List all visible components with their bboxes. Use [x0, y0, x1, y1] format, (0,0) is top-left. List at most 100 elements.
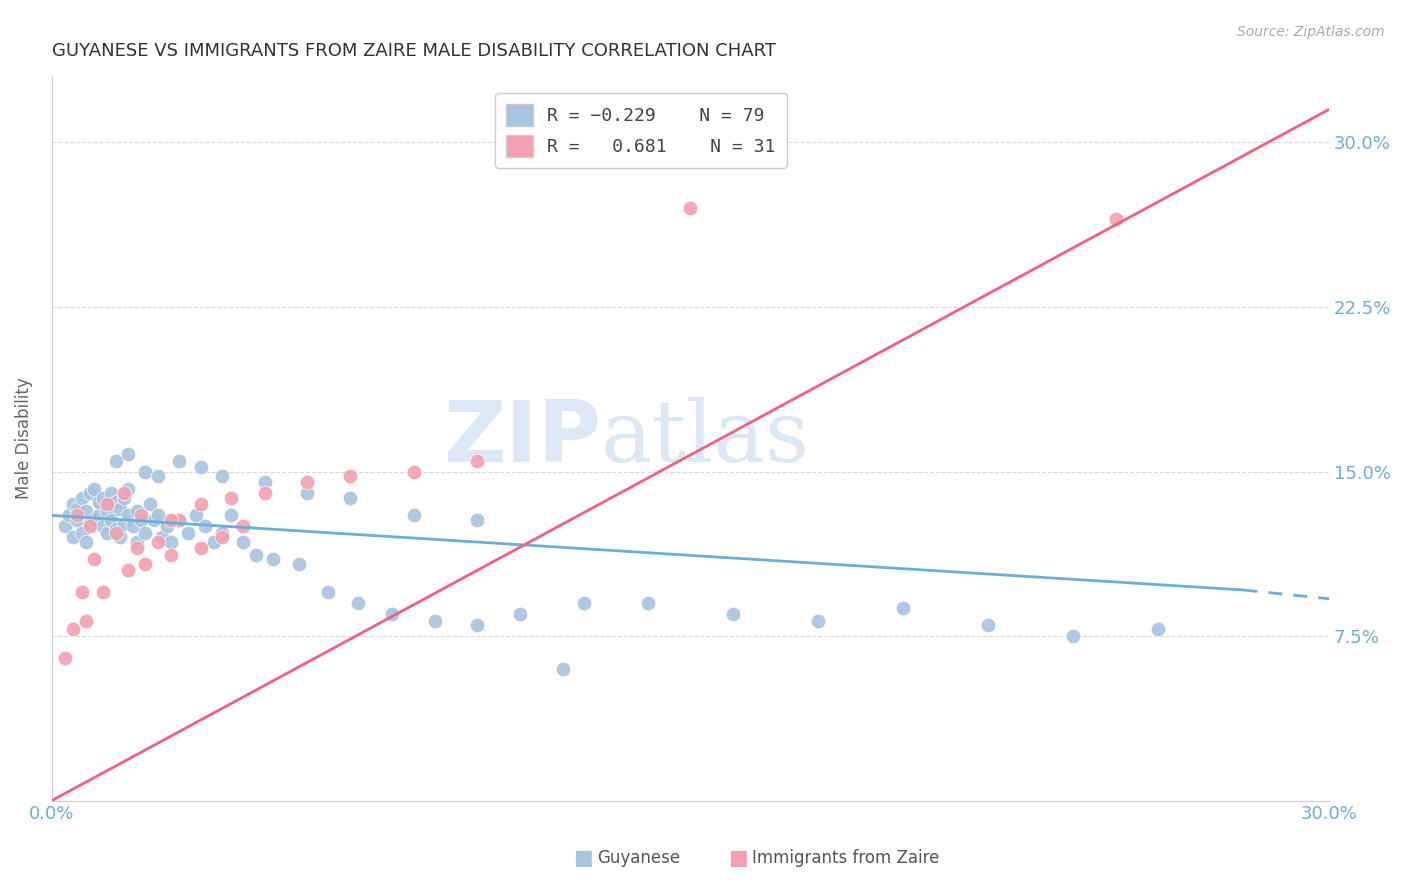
Point — [129, 513, 152, 527]
Point — [75, 504, 97, 518]
Point — [100, 486, 122, 500]
Point — [190, 498, 212, 512]
Point — [211, 530, 233, 544]
Point — [977, 618, 1000, 632]
Point — [245, 548, 267, 562]
Point — [339, 491, 361, 505]
Point — [104, 453, 127, 467]
Text: Source: ZipAtlas.com: Source: ZipAtlas.com — [1237, 25, 1385, 39]
Point — [108, 530, 131, 544]
Point — [211, 525, 233, 540]
Point — [509, 607, 531, 621]
Point — [117, 563, 139, 577]
Point — [104, 525, 127, 540]
Point — [125, 504, 148, 518]
Point — [125, 541, 148, 556]
Point — [96, 525, 118, 540]
Point — [79, 519, 101, 533]
Point — [91, 491, 114, 505]
Point — [160, 534, 183, 549]
Point — [551, 662, 574, 676]
Point — [121, 519, 143, 533]
Point — [125, 534, 148, 549]
Point — [467, 513, 489, 527]
Point — [160, 548, 183, 562]
Point — [112, 491, 135, 505]
Point — [339, 469, 361, 483]
Point — [262, 552, 284, 566]
Point — [1147, 623, 1170, 637]
Point — [402, 508, 425, 523]
Point — [83, 513, 105, 527]
Point — [62, 498, 84, 512]
Point — [467, 453, 489, 467]
Point — [211, 469, 233, 483]
Point — [318, 585, 340, 599]
Point — [83, 482, 105, 496]
Text: ■: ■ — [574, 848, 593, 868]
Point — [219, 491, 242, 505]
Point — [58, 508, 80, 523]
Point — [75, 534, 97, 549]
Point — [79, 486, 101, 500]
Point — [807, 614, 830, 628]
Point — [70, 585, 93, 599]
Point — [637, 596, 659, 610]
Point — [62, 530, 84, 544]
Point — [53, 651, 76, 665]
Point — [104, 522, 127, 536]
Point — [66, 508, 89, 523]
Point — [467, 618, 489, 632]
Point — [66, 501, 89, 516]
Point — [186, 508, 208, 523]
Point — [142, 513, 165, 527]
Point — [75, 614, 97, 628]
Point — [70, 525, 93, 540]
Point — [112, 517, 135, 532]
Point — [177, 525, 200, 540]
Point — [112, 486, 135, 500]
Point — [219, 508, 242, 523]
Point — [202, 534, 225, 549]
Point — [117, 447, 139, 461]
Point — [100, 513, 122, 527]
Text: Guyanese: Guyanese — [598, 849, 681, 867]
Point — [152, 530, 174, 544]
Point — [1062, 629, 1084, 643]
Text: Immigrants from Zaire: Immigrants from Zaire — [752, 849, 939, 867]
Point — [347, 596, 370, 610]
Point — [402, 465, 425, 479]
Point — [117, 508, 139, 523]
Point — [79, 517, 101, 532]
Point — [108, 501, 131, 516]
Text: ZIP: ZIP — [443, 397, 600, 480]
Point — [253, 486, 276, 500]
Point — [70, 491, 93, 505]
Point — [96, 498, 118, 512]
Point — [146, 508, 169, 523]
Point — [169, 513, 191, 527]
Y-axis label: Male Disability: Male Disability — [15, 377, 32, 500]
Point — [1105, 212, 1128, 227]
Point — [253, 475, 276, 490]
Point — [190, 460, 212, 475]
Point — [423, 614, 446, 628]
Point — [134, 557, 156, 571]
Point — [160, 513, 183, 527]
Point — [891, 600, 914, 615]
Legend: R = −0.229    N = 79, R =   0.681    N = 31: R = −0.229 N = 79, R = 0.681 N = 31 — [495, 93, 786, 168]
Point — [156, 519, 179, 533]
Point — [134, 465, 156, 479]
Point — [138, 498, 160, 512]
Point — [381, 607, 404, 621]
Point — [169, 513, 191, 527]
Point — [83, 552, 105, 566]
Point — [190, 541, 212, 556]
Point — [129, 508, 152, 523]
Point — [232, 519, 254, 533]
Point — [66, 513, 89, 527]
Point — [295, 486, 318, 500]
Point — [146, 534, 169, 549]
Text: GUYANESE VS IMMIGRANTS FROM ZAIRE MALE DISABILITY CORRELATION CHART: GUYANESE VS IMMIGRANTS FROM ZAIRE MALE D… — [52, 42, 776, 60]
Text: ■: ■ — [728, 848, 748, 868]
